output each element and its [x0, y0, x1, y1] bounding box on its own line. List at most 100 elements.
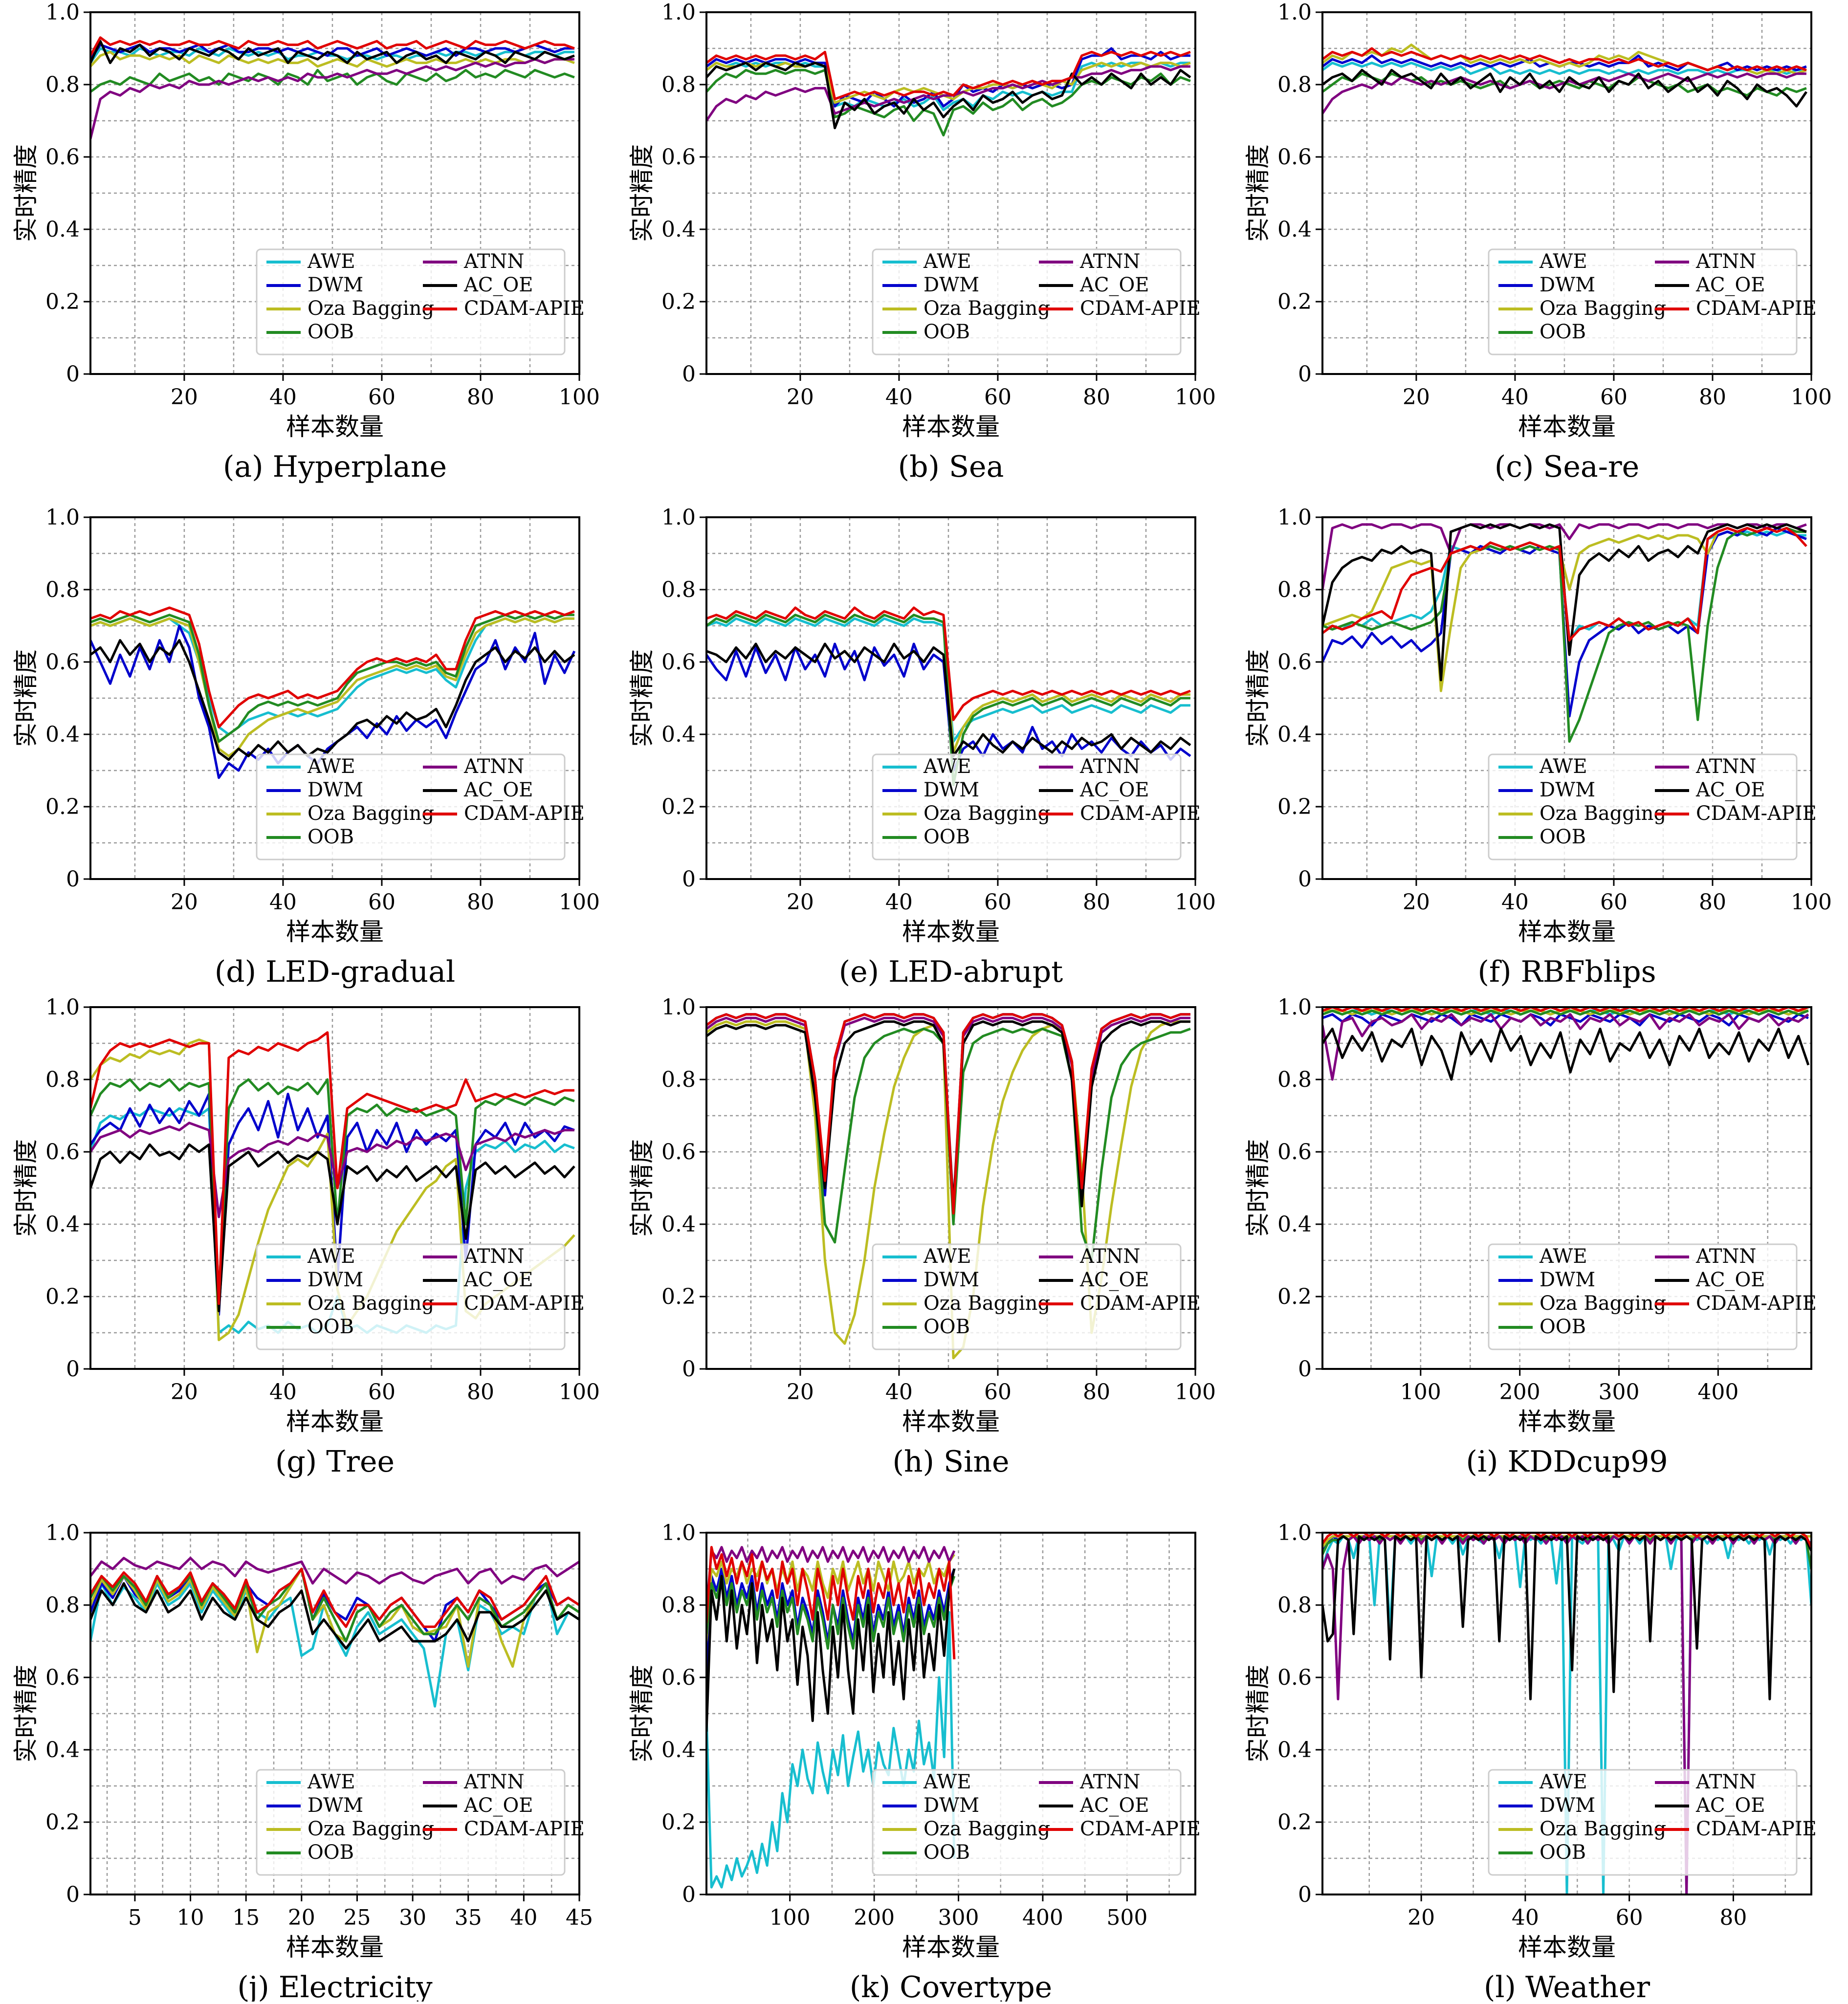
series-line-cdam-apie: [706, 1546, 956, 1660]
x-axis-label: 样本数量: [902, 1933, 1000, 1961]
legend-label: AC_OE: [1079, 1269, 1149, 1291]
series-line-atnn: [706, 65, 1190, 122]
x-tick-label: 20: [787, 385, 814, 410]
legend-label: Oza Bagging: [1540, 297, 1666, 320]
x-tick-label: 10: [177, 1905, 204, 1930]
legend-label: CDAM-APIE: [1696, 1818, 1817, 1840]
chart-panel-5: 0 0.2 0.4 0.6 0.8 1.0 20 40 60 80 100 样本数量 实时精度 (e) L…: [628, 505, 1216, 989]
legend-label: Oza Bagging: [924, 802, 1050, 825]
chart-caption: (k) Covertype: [850, 1970, 1052, 2002]
x-tick-label: 35: [455, 1905, 482, 1930]
legend-box: [872, 248, 1182, 355]
series-line-oza-bagging: [706, 62, 1191, 104]
x-axis-label: 样本数量: [286, 1933, 384, 1961]
series-group: [90, 606, 576, 779]
legend-label: DWM: [308, 779, 363, 801]
x-axis-label: 样本数量: [286, 918, 384, 946]
series-line-cdam-apie: [90, 1031, 574, 1305]
legend-label: AC_OE: [463, 274, 533, 296]
legend-label: DWM: [308, 1269, 363, 1291]
x-tick-label: 100: [770, 1905, 811, 1930]
legend-label: DWM: [924, 1794, 979, 1817]
y-tick-label: 0.6: [45, 1140, 80, 1165]
y-tick-label: 0: [66, 1882, 80, 1907]
legend-label: CDAM-APIE: [1696, 1292, 1817, 1315]
y-tick-label: 1.0: [661, 995, 696, 1020]
y-tick-label: 0.8: [45, 577, 80, 602]
legend-label: ATNN: [463, 755, 524, 778]
x-tick-label: 100: [559, 385, 600, 410]
axes-frame: [1321, 1006, 1812, 1370]
y-tick-label: 0.6: [1277, 1140, 1312, 1165]
legend-label: ATNN: [463, 250, 524, 273]
x-tick-label: 100: [1400, 1380, 1441, 1405]
y-tick-label: 1.0: [661, 505, 696, 530]
x-tick-label: 20: [1403, 385, 1430, 410]
legend-label: AWE: [307, 250, 355, 273]
series-line-oob: [1322, 527, 1806, 743]
x-axis-label: 样本数量: [286, 1408, 384, 1436]
legend-label: Oza Bagging: [308, 1292, 434, 1315]
series-line-cdam-apie: [1322, 527, 1807, 642]
x-tick-label: 20: [171, 1380, 198, 1405]
legend-label: ATNN: [463, 1771, 524, 1793]
legend-label: CDAM-APIE: [1696, 297, 1817, 320]
series-group: [706, 47, 1191, 137]
x-tick-label: 80: [1719, 1905, 1747, 1930]
y-tick-label: 0: [66, 1357, 80, 1382]
series-line-oob: [706, 1575, 956, 1650]
chart-caption: (f) RBFblips: [1478, 955, 1656, 989]
series-line-ac-oe: [706, 642, 1191, 757]
y-axis-label: 实时精度: [1244, 1665, 1272, 1762]
series-line-cdam-apie: [706, 50, 1191, 101]
series-line-ac-oe: [1322, 68, 1807, 108]
legend-label: AWE: [923, 1245, 971, 1268]
legend-label: ATNN: [1079, 755, 1140, 778]
legend-box: [256, 1243, 566, 1350]
legend-label: OOB: [1540, 1841, 1586, 1864]
y-tick-label: 0.4: [1277, 217, 1312, 242]
legend-label: CDAM-APIE: [464, 1818, 585, 1840]
x-tick-label: 500: [1106, 1905, 1147, 1930]
legend-label: OOB: [1540, 321, 1586, 343]
y-tick-label: 0: [682, 1882, 696, 1907]
chart-panel-2: 0 0.2 0.4 0.6 0.8 1.0 20 40 60 80 100 样本数量 实时精度 (b) S…: [628, 0, 1216, 484]
y-axis-label: 实时精度: [628, 649, 656, 747]
series-group: [706, 606, 1191, 787]
series-line-oza-bagging: [90, 617, 574, 757]
legend-label: AC_OE: [463, 779, 533, 801]
x-tick-label: 60: [1600, 385, 1628, 410]
y-tick-label: 1.0: [45, 505, 80, 530]
x-tick-label: 40: [1501, 385, 1529, 410]
x-tick-label: 60: [984, 385, 1012, 410]
series-group: [90, 36, 575, 139]
x-tick-label: 80: [1083, 385, 1110, 410]
chart-panel-12: 0 0.2 0.4 0.6 0.8 1.0 20 40 60 80 样本数量 实时精度 (l) Weat…: [1244, 1520, 1817, 2004]
series-line-atnn: [1322, 1013, 1809, 1081]
y-tick-label: 0.8: [45, 1067, 80, 1092]
y-tick-label: 0.4: [45, 217, 80, 242]
legend-label: OOB: [924, 1316, 970, 1338]
x-tick-label: 80: [467, 890, 494, 915]
y-tick-label: 0.6: [1277, 145, 1312, 170]
series-line-dwm: [90, 44, 574, 60]
y-tick-label: 0.4: [661, 722, 696, 747]
legend-label: AWE: [1539, 250, 1587, 273]
y-tick-label: 1.0: [45, 0, 80, 25]
x-tick-label: 20: [171, 890, 198, 915]
legend-label: Oza Bagging: [308, 1818, 434, 1840]
y-tick-label: 0.8: [661, 72, 696, 97]
legend-label: Oza Bagging: [924, 1292, 1050, 1315]
legend-label: OOB: [924, 1841, 970, 1864]
legend-label: DWM: [1540, 1794, 1595, 1817]
legend-box: [256, 753, 566, 860]
axes-frame: [89, 1532, 580, 1895]
y-tick-label: 0.2: [1277, 794, 1312, 819]
series-group: [706, 1013, 1191, 1360]
